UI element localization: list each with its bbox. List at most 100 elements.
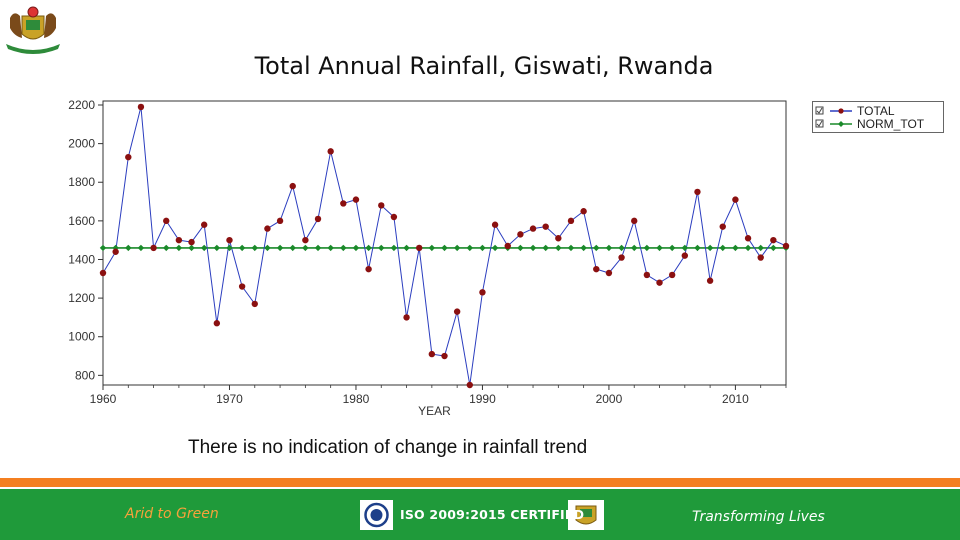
iso-certified-label: ISO 2009:2015 CERTIFIED	[400, 507, 585, 522]
total-point	[656, 279, 663, 286]
trend-caption: There is no indication of change in rain…	[188, 437, 588, 458]
norm-tot-point	[453, 244, 461, 252]
total-point	[112, 248, 119, 255]
norm-tot-point	[352, 244, 360, 252]
total-point	[504, 242, 511, 250]
total-point	[378, 202, 385, 209]
norm-tot-point	[529, 244, 537, 252]
norm-tot-point	[428, 244, 436, 252]
norm-tot-point	[289, 244, 296, 252]
legend-label: NORM_TOT	[857, 117, 925, 131]
total-point	[732, 196, 739, 203]
total-point	[643, 271, 651, 279]
norm-tot-point	[251, 244, 258, 252]
norm-tot-point	[517, 244, 524, 252]
footer-slogan-left: Arid to Green	[125, 506, 219, 522]
norm-tot-point	[479, 244, 486, 252]
total-point	[251, 300, 258, 308]
norm-tot-point	[555, 244, 562, 252]
norm-tot-point	[327, 244, 334, 252]
total-point	[238, 283, 246, 290]
total-point	[390, 213, 398, 221]
rainfall-line-chart: 800 1000 1200 1400 1600 1800 2000 2200 1960 1970 1…	[68, 98, 790, 418]
total-point	[567, 217, 575, 225]
x-tick-label: 2000	[596, 392, 623, 406]
norm-tot-point	[656, 244, 663, 252]
total-point	[428, 350, 436, 358]
norm-tot-point	[694, 244, 701, 252]
total-point	[479, 289, 486, 296]
y-tick-label: 2000	[68, 137, 95, 151]
total-point	[706, 277, 714, 284]
footer-green-band	[0, 489, 960, 540]
total-point	[213, 320, 221, 327]
coat-of-arms-logo	[6, 6, 60, 54]
total-point	[150, 244, 157, 252]
legend-check-icon	[816, 107, 823, 114]
total-point	[580, 208, 587, 215]
norm-tot-point	[643, 244, 651, 252]
total-point	[302, 236, 309, 244]
total-point	[403, 314, 410, 321]
total-point	[681, 252, 689, 259]
total-point	[491, 221, 499, 228]
norm-tot-point	[567, 244, 575, 252]
norm-tot-point	[593, 244, 600, 252]
norm-tot-point	[580, 244, 587, 252]
y-tick-label: 1600	[68, 214, 95, 228]
norm-tot-point	[264, 244, 271, 252]
norm-tot-point	[302, 244, 309, 252]
total-point	[782, 242, 790, 250]
legend-checkbox	[815, 119, 824, 128]
total-point	[99, 269, 107, 277]
total-point	[175, 236, 183, 244]
total-point	[137, 103, 145, 111]
norm-tot-point	[238, 244, 246, 252]
norm-tot-point	[213, 244, 221, 252]
norm-tot-point	[706, 244, 714, 252]
total-point	[163, 217, 170, 225]
y-tick-label: 1800	[68, 175, 95, 189]
legend-swatch-marker	[838, 121, 844, 127]
slide-title: Total Annual Rainfall, Giswati, Rwanda	[254, 52, 714, 80]
norm-tot-point	[276, 244, 284, 252]
y-tick-label: 2200	[68, 98, 95, 112]
total-point	[744, 235, 752, 242]
norm-tot-point	[403, 244, 410, 252]
y-tick-label: 1200	[68, 291, 95, 305]
norm-tot-point	[466, 244, 473, 252]
total-point	[529, 225, 537, 232]
total-point	[593, 265, 600, 273]
norm-tot-point	[365, 244, 372, 252]
footer-slogan-right: Transforming Lives	[692, 509, 825, 525]
norm-tot-point	[631, 244, 638, 252]
total-point	[365, 265, 372, 273]
norm-tot-point	[770, 244, 777, 252]
y-tick-label: 800	[75, 368, 95, 382]
legend-check-icon	[816, 120, 823, 127]
total-point	[340, 200, 347, 207]
total-point	[605, 269, 613, 277]
total-point	[631, 217, 638, 225]
total-point	[555, 235, 562, 242]
legend-checkbox	[815, 106, 824, 115]
norm-tot-point	[491, 244, 499, 252]
norm-tot-point	[605, 244, 613, 252]
norm-tot-point	[390, 244, 398, 252]
total-point	[453, 308, 461, 315]
total-point	[441, 352, 448, 360]
norm-tot-point	[668, 244, 676, 252]
norm-tot-point	[163, 244, 170, 252]
norm-tot-point	[188, 244, 195, 252]
x-axis-label: YEAR	[418, 404, 451, 418]
total-point	[694, 188, 701, 196]
norm-tot-point	[719, 244, 726, 252]
norm-tot-point	[99, 244, 107, 252]
norm-tot-point	[175, 244, 183, 252]
total-point	[352, 196, 360, 203]
total-point	[327, 148, 334, 155]
norm-tot-point	[340, 244, 347, 252]
norm-tot-point	[125, 244, 132, 252]
x-tick-label: 1980	[343, 392, 370, 406]
